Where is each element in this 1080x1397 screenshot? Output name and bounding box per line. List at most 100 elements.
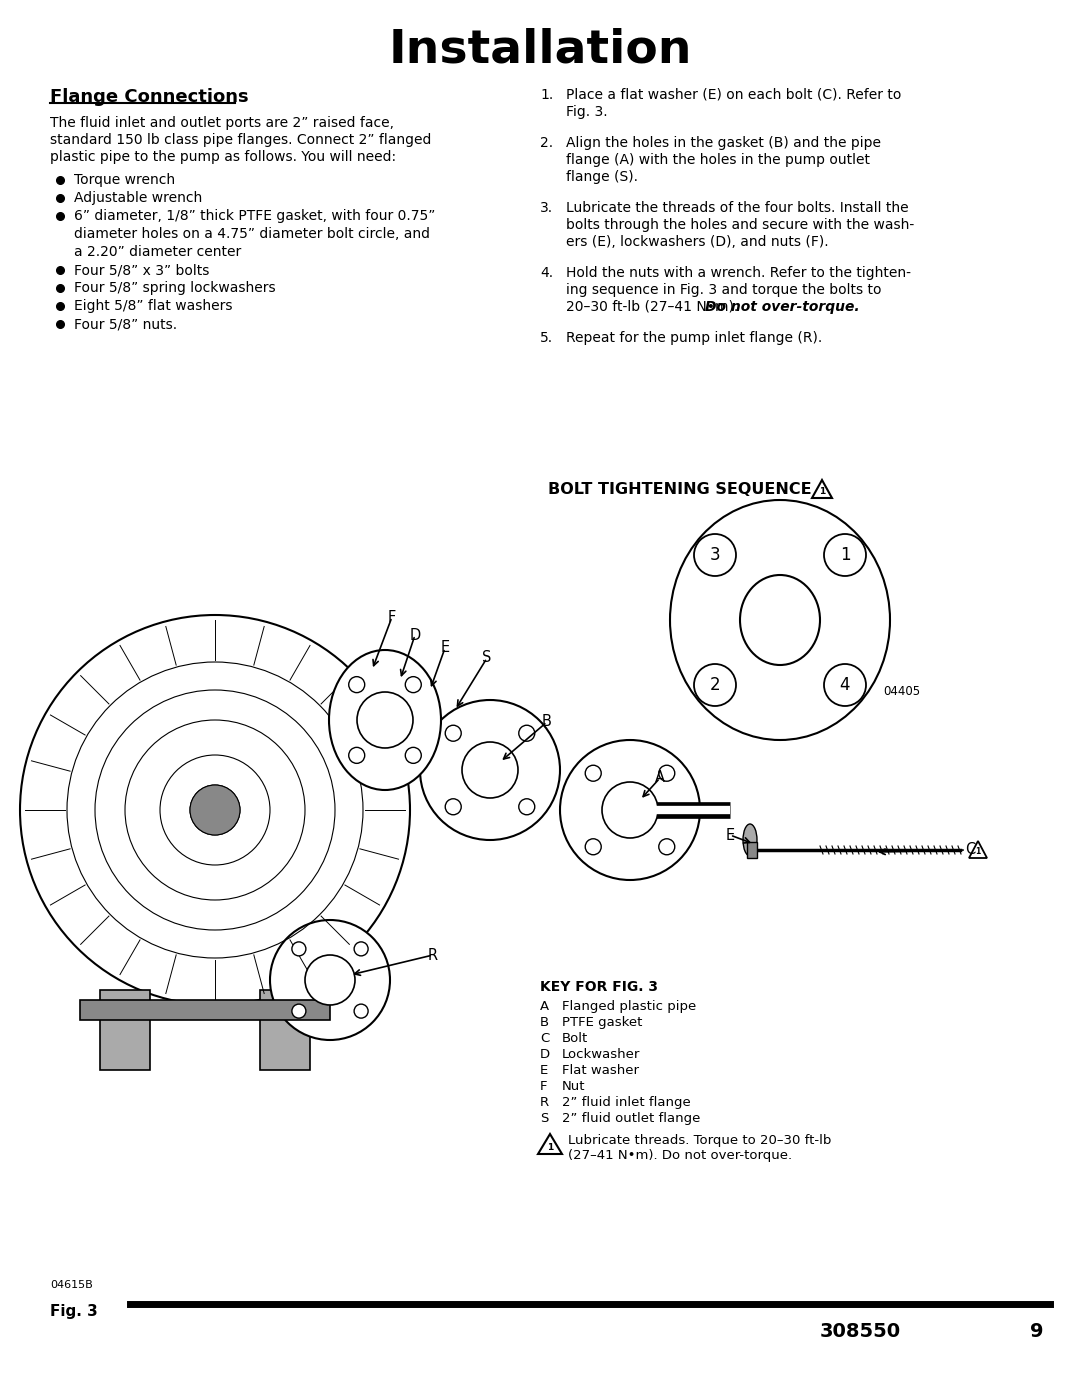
Circle shape	[292, 1004, 306, 1018]
Ellipse shape	[743, 824, 757, 856]
Text: 04405: 04405	[882, 685, 920, 698]
Text: 1: 1	[975, 848, 981, 856]
Text: Repeat for the pump inlet flange (R).: Repeat for the pump inlet flange (R).	[566, 331, 822, 345]
Circle shape	[292, 942, 306, 956]
Text: (27–41 N•m). Do not over-torque.: (27–41 N•m). Do not over-torque.	[568, 1148, 792, 1162]
Text: 4: 4	[840, 676, 850, 694]
Text: 9: 9	[1030, 1322, 1043, 1341]
Circle shape	[305, 956, 355, 1004]
Circle shape	[405, 747, 421, 763]
Text: C: C	[540, 1032, 550, 1045]
Text: Four 5/8” x 3” bolts: Four 5/8” x 3” bolts	[75, 263, 210, 277]
Text: flange (S).: flange (S).	[566, 170, 638, 184]
Text: Adjustable wrench: Adjustable wrench	[75, 191, 202, 205]
Ellipse shape	[329, 650, 441, 789]
Circle shape	[270, 921, 390, 1039]
Circle shape	[518, 725, 535, 742]
Text: Lockwasher: Lockwasher	[562, 1048, 640, 1060]
Text: flange (A) with the holes in the pump outlet: flange (A) with the holes in the pump ou…	[566, 154, 870, 168]
Ellipse shape	[670, 500, 890, 740]
Text: Align the holes in the gasket (B) and the pipe: Align the holes in the gasket (B) and th…	[566, 136, 881, 149]
Text: F: F	[388, 609, 396, 624]
Circle shape	[602, 782, 658, 838]
Circle shape	[354, 1004, 368, 1018]
Text: 1.: 1.	[540, 88, 553, 102]
Text: Lubricate the threads of the four bolts. Install the: Lubricate the threads of the four bolts.…	[566, 201, 908, 215]
Text: 308550: 308550	[820, 1322, 901, 1341]
Text: 2” fluid inlet flange: 2” fluid inlet flange	[562, 1097, 691, 1109]
Text: B: B	[540, 1016, 549, 1030]
Text: Installation: Installation	[388, 28, 692, 73]
Circle shape	[659, 766, 675, 781]
Circle shape	[354, 942, 368, 956]
Text: 4.: 4.	[540, 265, 553, 279]
Text: PTFE gasket: PTFE gasket	[562, 1016, 643, 1030]
Text: Flat washer: Flat washer	[562, 1065, 639, 1077]
Text: 3.: 3.	[540, 201, 553, 215]
Text: plastic pipe to the pump as follows. You will need:: plastic pipe to the pump as follows. You…	[50, 149, 396, 163]
Text: C: C	[964, 842, 975, 858]
Text: diameter holes on a 4.75” diameter bolt circle, and: diameter holes on a 4.75” diameter bolt …	[75, 226, 430, 242]
Text: S: S	[540, 1112, 549, 1125]
Text: 1: 1	[546, 1143, 553, 1151]
Text: ing sequence in Fig. 3 and torque the bolts to: ing sequence in Fig. 3 and torque the bo…	[566, 284, 881, 298]
Text: BOLT TIGHTENING SEQUENCE: BOLT TIGHTENING SEQUENCE	[549, 482, 812, 497]
Text: The fluid inlet and outlet ports are 2” raised face,: The fluid inlet and outlet ports are 2” …	[50, 116, 394, 130]
Bar	[80, 1000, 330, 1020]
Circle shape	[357, 692, 413, 747]
Text: 1: 1	[819, 488, 825, 496]
Circle shape	[518, 799, 535, 814]
Text: Torque wrench: Torque wrench	[75, 173, 175, 187]
Text: Eight 5/8” flat washers: Eight 5/8” flat washers	[75, 299, 232, 313]
Text: D: D	[540, 1048, 550, 1060]
Circle shape	[585, 838, 602, 855]
Text: F: F	[540, 1080, 548, 1092]
Ellipse shape	[694, 664, 735, 705]
Circle shape	[420, 700, 561, 840]
Text: 3: 3	[710, 546, 720, 564]
Text: A: A	[654, 771, 665, 785]
Text: R: R	[428, 947, 438, 963]
Circle shape	[659, 838, 675, 855]
Circle shape	[21, 615, 410, 1004]
Text: 04615B: 04615B	[50, 1280, 93, 1289]
Text: E: E	[441, 640, 449, 655]
Circle shape	[190, 785, 240, 835]
Circle shape	[349, 747, 365, 763]
Text: Flange Connections: Flange Connections	[50, 88, 248, 106]
Text: R: R	[540, 1097, 549, 1109]
Text: A: A	[540, 1000, 549, 1013]
Text: Four 5/8” nuts.: Four 5/8” nuts.	[75, 317, 177, 331]
Bar	[260, 990, 310, 1070]
Circle shape	[462, 742, 518, 798]
Text: bolts through the holes and secure with the wash-: bolts through the holes and secure with …	[566, 218, 915, 232]
Text: 2” fluid outlet flange: 2” fluid outlet flange	[562, 1112, 700, 1125]
Text: Four 5/8” spring lockwashers: Four 5/8” spring lockwashers	[75, 281, 275, 295]
Ellipse shape	[740, 576, 820, 665]
Text: Bolt: Bolt	[562, 1032, 589, 1045]
Text: E: E	[726, 827, 734, 842]
Text: KEY FOR FIG. 3: KEY FOR FIG. 3	[540, 981, 658, 995]
Text: Fig. 3: Fig. 3	[50, 1303, 98, 1319]
Text: Do not over-torque.: Do not over-torque.	[705, 300, 860, 314]
Text: ers (E), lockwashers (D), and nuts (F).: ers (E), lockwashers (D), and nuts (F).	[566, 235, 828, 249]
Text: a 2.20” diameter center: a 2.20” diameter center	[75, 244, 241, 258]
Text: 5.: 5.	[540, 331, 553, 345]
Ellipse shape	[694, 534, 735, 576]
Text: E: E	[540, 1065, 549, 1077]
Text: 20–30 ft-lb (27–41 N•m).: 20–30 ft-lb (27–41 N•m).	[566, 300, 743, 314]
Circle shape	[585, 766, 602, 781]
Text: 6” diameter, 1/8” thick PTFE gasket, with four 0.75”: 6” diameter, 1/8” thick PTFE gasket, wit…	[75, 210, 435, 224]
Text: D: D	[409, 627, 420, 643]
Text: B: B	[542, 714, 552, 729]
Text: 1: 1	[839, 546, 850, 564]
Circle shape	[561, 740, 700, 880]
Text: Fig. 3.: Fig. 3.	[566, 105, 608, 119]
Text: 2.: 2.	[540, 136, 553, 149]
Bar	[100, 990, 150, 1070]
Text: Flanged plastic pipe: Flanged plastic pipe	[562, 1000, 697, 1013]
Ellipse shape	[824, 534, 866, 576]
Circle shape	[405, 676, 421, 693]
Text: Hold the nuts with a wrench. Refer to the tighten-: Hold the nuts with a wrench. Refer to th…	[566, 265, 912, 279]
Text: Place a flat washer (E) on each bolt (C). Refer to: Place a flat washer (E) on each bolt (C)…	[566, 88, 902, 102]
